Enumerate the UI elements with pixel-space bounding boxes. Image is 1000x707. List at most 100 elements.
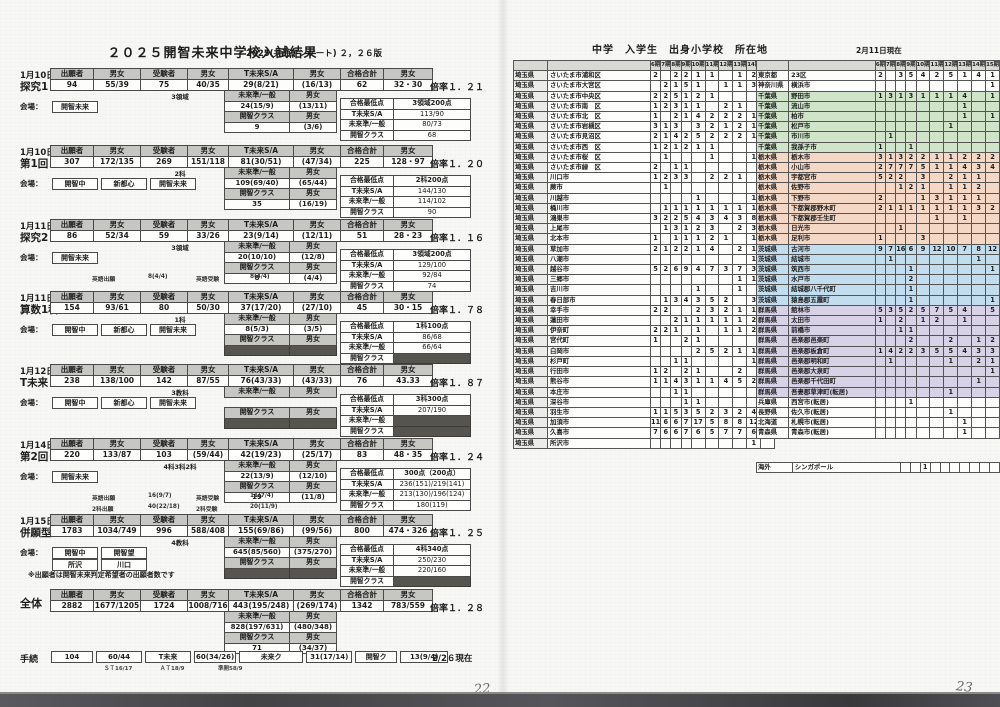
count-cell: 1 bbox=[660, 151, 672, 164]
count-cell: 1 bbox=[905, 284, 917, 296]
count-cell: 1 bbox=[919, 461, 931, 474]
section-date: 1月14日 bbox=[20, 441, 55, 451]
count-cell bbox=[704, 325, 720, 337]
count-cell bbox=[885, 406, 897, 419]
min-score-title: 合格最低点 bbox=[340, 394, 394, 406]
count-cell: 1 bbox=[704, 70, 720, 82]
count-cell: 1 bbox=[943, 121, 959, 133]
city-cell: 蕨市 bbox=[547, 182, 651, 194]
count-cell: 4 bbox=[957, 345, 973, 357]
count-cell: 1 bbox=[957, 192, 973, 204]
breakdown-label: 開智クラス bbox=[224, 481, 290, 493]
count-cell: 5 bbox=[680, 80, 692, 92]
count-cell: 1 bbox=[732, 172, 748, 184]
count-cell: 5 bbox=[985, 304, 1000, 317]
count-cell bbox=[915, 121, 931, 133]
count-cell: 1 bbox=[957, 172, 973, 184]
count-cell: 7 bbox=[704, 264, 720, 276]
city-cell: 久喜市 bbox=[547, 427, 651, 439]
count-cell bbox=[874, 376, 887, 388]
count-cell bbox=[957, 121, 973, 133]
results-value-row: 220 133/87 103 (59/44) 42(19/23) (25/17) 83 48・… bbox=[50, 449, 433, 461]
count-cell bbox=[905, 121, 917, 133]
value-cell: 40/35 bbox=[187, 79, 229, 91]
count-cell: 4 bbox=[885, 345, 897, 357]
subject-note: 3領域 bbox=[171, 244, 189, 252]
count-cell: 2 bbox=[732, 366, 748, 378]
count-cell bbox=[690, 182, 706, 194]
column-header: 男女 bbox=[93, 145, 141, 157]
count-cell: 12 bbox=[985, 243, 1000, 255]
count-cell: 1 bbox=[915, 90, 931, 102]
school-origin-row: 神奈川県 横浜市 1 bbox=[755, 80, 1000, 92]
value-cell: 172/135 bbox=[93, 156, 141, 168]
count-cell: 1 bbox=[649, 172, 662, 184]
count-cell bbox=[929, 233, 945, 245]
exam-section: 1月11日 探究2 出願者 男女 受験者 男女 T未来S/A 男女 合格合計 男女 86 52/34 5… bbox=[0, 219, 500, 299]
count-cell: 1 bbox=[649, 376, 662, 388]
prefecture-cell: 茨城県 bbox=[755, 294, 790, 306]
breakdown-value bbox=[224, 344, 290, 356]
count-cell bbox=[649, 202, 662, 215]
city-cell: 我孫子市 bbox=[788, 141, 876, 153]
count-cell bbox=[957, 274, 973, 286]
count-cell: 1 bbox=[732, 100, 748, 113]
left-page-title: ２０２５開智未来中学校入試結果 bbox=[107, 46, 318, 61]
value-cell: 87/55 bbox=[187, 375, 229, 387]
value-cell: 23(9/14) bbox=[228, 230, 294, 242]
count-cell bbox=[885, 427, 897, 439]
count-cell: 4 bbox=[718, 213, 734, 225]
city-cell: さいたま市浦和区 bbox=[547, 70, 651, 82]
count-cell bbox=[885, 335, 897, 347]
school-origin-row: 兵庫県 西宮市(転居) 1 bbox=[755, 396, 1000, 408]
count-cell bbox=[670, 151, 682, 164]
count-cell: 1 bbox=[704, 141, 720, 153]
count-cell bbox=[732, 355, 748, 368]
count-cell: 2 bbox=[660, 100, 672, 113]
count-cell bbox=[874, 294, 887, 306]
count-cell: 3 bbox=[649, 121, 662, 133]
count-cell bbox=[718, 192, 734, 204]
school-origin-row: 群馬県 邑楽郡千代田町 1 bbox=[755, 376, 1000, 388]
column-header: 出願者 bbox=[50, 514, 94, 526]
count-cell: 2 bbox=[649, 70, 662, 82]
prefecture-cell: 埼玉県 bbox=[513, 202, 548, 215]
prefecture-cell: 茨城県 bbox=[755, 274, 790, 286]
count-cell: 1 bbox=[690, 396, 706, 408]
count-cell bbox=[874, 121, 887, 133]
count-cell bbox=[895, 100, 907, 113]
count-cell bbox=[929, 294, 945, 306]
prefecture-cell: 埼玉県 bbox=[513, 315, 548, 327]
count-cell: 5 bbox=[874, 304, 887, 317]
school-origin-row: 埼玉県伊奈町22111124 bbox=[513, 325, 776, 337]
count-cell bbox=[660, 335, 672, 347]
min-score-value: 68 bbox=[393, 129, 471, 141]
min-score-row: 開智クラス bbox=[340, 425, 471, 437]
count-cell: 3 bbox=[971, 202, 987, 215]
column-header: 合格合計 bbox=[340, 514, 384, 526]
count-cell: 16 bbox=[895, 243, 907, 255]
school-origin-row: 栃木県 小山市 2 7 7 7 5 1 1 4 3 4 bbox=[755, 162, 1000, 174]
section-footnote: ※出願者は開智未来判定希望者の出願者数です bbox=[28, 571, 175, 579]
min-score-row: T未来S/A 144/130 bbox=[340, 185, 471, 197]
venue-box: 新都心 bbox=[101, 178, 147, 190]
results-header-row: 出願者 男女 受験者 男女 T未来S/A 男女 合格合計 男女 bbox=[50, 364, 433, 376]
min-score-header-row: 合格最低点 3領域200点 bbox=[340, 98, 471, 110]
acceptance-ratio: 倍率１．２４ bbox=[430, 453, 485, 463]
breakdown-mf-value: (11/8) bbox=[289, 491, 337, 503]
count-cell: 7 bbox=[732, 427, 748, 439]
school-origin-row: 埼玉県深谷市111 bbox=[513, 396, 776, 408]
count-cell bbox=[957, 284, 973, 296]
right-page-date: 2月11日現在 bbox=[856, 46, 902, 55]
prefecture-cell: 埼玉県 bbox=[513, 233, 548, 245]
city-cell: 吉川市 bbox=[547, 284, 651, 296]
column-header: 男女 bbox=[187, 291, 229, 303]
column-header: 男女 bbox=[383, 589, 433, 601]
breakdown-header-row: 未来準/一般 男女 bbox=[224, 460, 337, 472]
count-cell bbox=[905, 131, 917, 143]
count-cell bbox=[985, 274, 1000, 286]
count-cell: 1 bbox=[690, 376, 706, 388]
section-date: 1月15日 bbox=[20, 517, 55, 527]
count-cell bbox=[874, 406, 887, 419]
count-cell bbox=[943, 315, 959, 327]
